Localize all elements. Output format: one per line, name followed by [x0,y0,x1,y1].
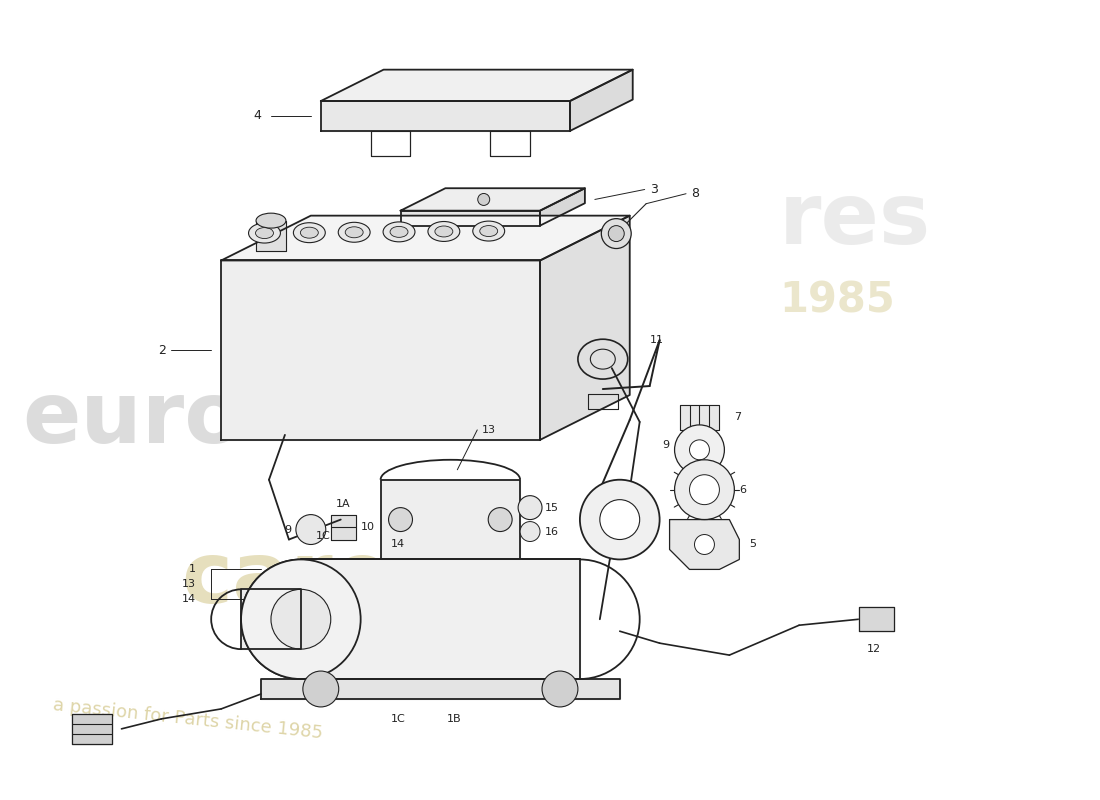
Polygon shape [301,559,580,679]
Circle shape [674,460,735,519]
Circle shape [580,480,660,559]
Polygon shape [371,131,410,156]
Text: 1985: 1985 [779,279,895,322]
Text: a passion for Parts since 1985: a passion for Parts since 1985 [52,696,323,742]
Circle shape [488,508,513,531]
Ellipse shape [434,226,453,237]
Circle shape [602,218,631,249]
Text: 11: 11 [650,335,663,346]
Text: res: res [779,179,932,262]
Circle shape [600,500,640,539]
Text: 3: 3 [650,183,658,196]
Polygon shape [540,188,585,226]
Circle shape [296,514,326,545]
Text: 9: 9 [662,440,670,450]
Circle shape [241,559,361,679]
Text: 6: 6 [739,485,746,494]
Polygon shape [331,514,355,539]
Circle shape [302,671,339,707]
Polygon shape [570,70,632,131]
Ellipse shape [383,222,415,242]
Polygon shape [670,519,739,570]
Ellipse shape [473,221,505,241]
Text: 8: 8 [691,187,698,200]
Circle shape [518,496,542,519]
Ellipse shape [345,226,363,238]
Ellipse shape [338,222,370,242]
Polygon shape [256,221,286,250]
Circle shape [608,226,624,242]
Polygon shape [400,188,585,210]
Circle shape [542,671,578,707]
Text: 15: 15 [544,502,559,513]
Circle shape [520,522,540,542]
Polygon shape [381,480,520,559]
Ellipse shape [294,222,326,242]
Polygon shape [680,405,719,430]
Circle shape [694,534,714,554]
Ellipse shape [390,226,408,238]
Polygon shape [72,714,111,744]
Circle shape [388,508,412,531]
Text: euro: euro [22,378,243,462]
Text: 1A: 1A [337,498,351,509]
Polygon shape [400,210,540,226]
Ellipse shape [300,227,318,238]
Text: 9: 9 [284,525,290,534]
Text: 12: 12 [867,644,881,654]
Circle shape [271,590,331,649]
Text: 1: 1 [189,565,196,574]
Ellipse shape [255,228,274,238]
Text: 16: 16 [544,526,559,537]
Polygon shape [859,607,894,631]
Text: 14: 14 [390,539,405,550]
Text: 4: 4 [253,110,261,122]
Ellipse shape [480,226,497,237]
Circle shape [690,474,719,505]
Polygon shape [491,131,530,156]
Polygon shape [221,216,629,261]
Text: 13: 13 [482,425,496,435]
Text: 1C: 1C [316,530,331,541]
Text: 7: 7 [735,413,741,422]
Polygon shape [321,101,570,131]
Text: cares: cares [182,538,443,621]
Circle shape [674,425,725,474]
Polygon shape [321,70,632,101]
Circle shape [477,194,490,206]
Ellipse shape [249,223,280,243]
Text: 2: 2 [158,344,166,357]
Text: 10: 10 [361,522,375,532]
Polygon shape [261,679,619,699]
Text: 1B: 1B [447,714,462,724]
Polygon shape [241,590,301,649]
Ellipse shape [256,213,286,228]
Text: 1C: 1C [392,714,406,724]
Ellipse shape [428,222,460,242]
Text: 14: 14 [183,594,196,604]
Circle shape [690,440,710,460]
Polygon shape [540,216,629,440]
Text: 5: 5 [749,539,757,550]
Text: 13: 13 [183,579,196,590]
Polygon shape [221,261,540,440]
